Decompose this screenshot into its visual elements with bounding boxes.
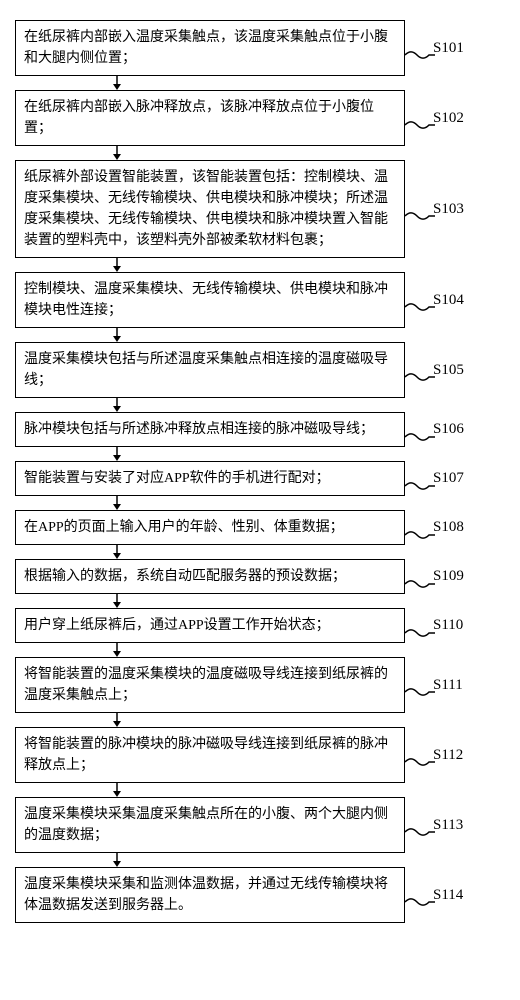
- squiggle-connector: [405, 577, 435, 591]
- flow-step-box: 控制模块、温度采集模块、无线传输模块、供电模块和脉冲模块电性连接；: [15, 272, 405, 328]
- flow-step-row: 在纸尿裤内部嵌入脉冲释放点，该脉冲释放点位于小腹位置； S102: [15, 90, 505, 146]
- connector-squiggle: [405, 626, 435, 640]
- squiggle-connector: [405, 118, 435, 132]
- connector-squiggle: [405, 479, 435, 493]
- flow-arrow-down: [65, 545, 455, 559]
- flow-step-box: 在纸尿裤内部嵌入脉冲释放点，该脉冲释放点位于小腹位置；: [15, 90, 405, 146]
- flow-step-label: S102: [433, 110, 464, 127]
- flow-step-row: 纸尿裤外部设置智能装置，该智能装置包括：控制模块、温度采集模块、无线传输模块、供…: [15, 160, 505, 258]
- flow-step-row: 温度采集模块包括与所述温度采集触点相连接的温度磁吸导线； S105: [15, 342, 505, 398]
- connector-squiggle: [405, 370, 435, 384]
- connector-squiggle: [405, 48, 435, 62]
- flow-step-row: 温度采集模块采集温度采集触点所在的小腹、两个大腿内侧的温度数据； S113: [15, 797, 505, 853]
- flow-step-box: 在APP的页面上输入用户的年龄、性别、体重数据；: [15, 510, 405, 545]
- flow-step-box: 温度采集模块采集和监测体温数据，并通过无线传输模块将体温数据发送到服务器上。: [15, 867, 405, 923]
- squiggle-connector: [405, 755, 435, 769]
- flow-arrow-down: [65, 76, 455, 90]
- flow-arrow-down: [65, 853, 455, 867]
- flow-arrow-down: [65, 643, 455, 657]
- flow-step-label: S113: [433, 817, 463, 834]
- flow-step-label: S106: [433, 421, 464, 438]
- flow-step-box: 将智能装置的温度采集模块的温度磁吸导线连接到纸尿裤的温度采集触点上；: [15, 657, 405, 713]
- flow-step-label: S108: [433, 519, 464, 536]
- flow-step-label: S111: [433, 677, 463, 694]
- flow-step-box: 脉冲模块包括与所述脉冲释放点相连接的脉冲磁吸导线；: [15, 412, 405, 447]
- connector-squiggle: [405, 300, 435, 314]
- flow-step-box: 将智能装置的脉冲模块的脉冲磁吸导线连接到纸尿裤的脉冲释放点上；: [15, 727, 405, 783]
- connector-squiggle: [405, 430, 435, 444]
- flow-arrow-down: [65, 447, 455, 461]
- flow-step-label: S114: [433, 887, 463, 904]
- flow-step-row: 在APP的页面上输入用户的年龄、性别、体重数据； S108: [15, 510, 505, 545]
- squiggle-connector: [405, 209, 435, 223]
- squiggle-connector: [405, 895, 435, 909]
- flowchart-container: 在纸尿裤内部嵌入温度采集触点，该温度采集触点位于小腹和大腿内侧位置； S101 …: [15, 20, 505, 923]
- flow-step-row: 用户穿上纸尿裤后，通过APP设置工作开始状态； S110: [15, 608, 505, 643]
- flow-step-row: 控制模块、温度采集模块、无线传输模块、供电模块和脉冲模块电性连接； S104: [15, 272, 505, 328]
- squiggle-connector: [405, 370, 435, 384]
- squiggle-connector: [405, 430, 435, 444]
- flow-step-box: 根据输入的数据，系统自动匹配服务器的预设数据；: [15, 559, 405, 594]
- squiggle-connector: [405, 825, 435, 839]
- flow-step-box: 纸尿裤外部设置智能装置，该智能装置包括：控制模块、温度采集模块、无线传输模块、供…: [15, 160, 405, 258]
- flow-step-label: S104: [433, 292, 464, 309]
- flow-step-row: 在纸尿裤内部嵌入温度采集触点，该温度采集触点位于小腹和大腿内侧位置； S101: [15, 20, 505, 76]
- flow-step-box: 智能装置与安装了对应APP软件的手机进行配对；: [15, 461, 405, 496]
- flow-step-label: S107: [433, 470, 464, 487]
- flow-arrow-down: [65, 146, 455, 160]
- squiggle-connector: [405, 685, 435, 699]
- connector-squiggle: [405, 209, 435, 223]
- connector-squiggle: [405, 528, 435, 542]
- flow-step-label: S110: [433, 617, 463, 634]
- flow-step-label: S105: [433, 362, 464, 379]
- flow-step-row: 根据输入的数据，系统自动匹配服务器的预设数据； S109: [15, 559, 505, 594]
- flow-step-label: S109: [433, 568, 464, 585]
- flow-arrow-down: [65, 328, 455, 342]
- squiggle-connector: [405, 48, 435, 62]
- flow-arrow-down: [65, 783, 455, 797]
- flow-step-label: S101: [433, 40, 464, 57]
- squiggle-connector: [405, 528, 435, 542]
- flow-step-label: S103: [433, 201, 464, 218]
- flow-arrow-down: [65, 496, 455, 510]
- flow-arrow-down: [65, 398, 455, 412]
- connector-squiggle: [405, 825, 435, 839]
- flow-step-row: 脉冲模块包括与所述脉冲释放点相连接的脉冲磁吸导线； S106: [15, 412, 505, 447]
- flow-step-row: 将智能装置的温度采集模块的温度磁吸导线连接到纸尿裤的温度采集触点上； S111: [15, 657, 505, 713]
- flow-step-box: 用户穿上纸尿裤后，通过APP设置工作开始状态；: [15, 608, 405, 643]
- flow-arrow-down: [65, 594, 455, 608]
- connector-squiggle: [405, 118, 435, 132]
- flow-step-box: 温度采集模块包括与所述温度采集触点相连接的温度磁吸导线；: [15, 342, 405, 398]
- squiggle-connector: [405, 479, 435, 493]
- squiggle-connector: [405, 300, 435, 314]
- connector-squiggle: [405, 895, 435, 909]
- connector-squiggle: [405, 755, 435, 769]
- flow-arrow-down: [65, 713, 455, 727]
- flow-step-row: 智能装置与安装了对应APP软件的手机进行配对； S107: [15, 461, 505, 496]
- flow-step-box: 温度采集模块采集温度采集触点所在的小腹、两个大腿内侧的温度数据；: [15, 797, 405, 853]
- flow-step-row: 将智能装置的脉冲模块的脉冲磁吸导线连接到纸尿裤的脉冲释放点上； S112: [15, 727, 505, 783]
- flow-step-row: 温度采集模块采集和监测体温数据，并通过无线传输模块将体温数据发送到服务器上。 S…: [15, 867, 505, 923]
- squiggle-connector: [405, 626, 435, 640]
- flow-step-box: 在纸尿裤内部嵌入温度采集触点，该温度采集触点位于小腹和大腿内侧位置；: [15, 20, 405, 76]
- flow-arrow-down: [65, 258, 455, 272]
- connector-squiggle: [405, 685, 435, 699]
- connector-squiggle: [405, 577, 435, 591]
- flow-step-label: S112: [433, 747, 463, 764]
